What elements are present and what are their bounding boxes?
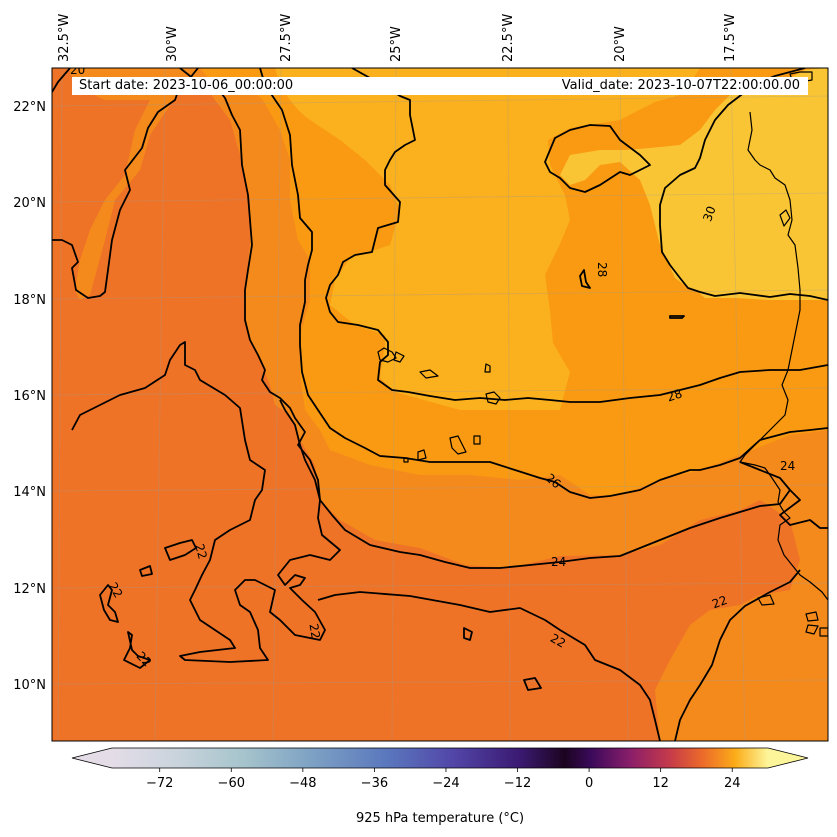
- africa-coast: [739, 111, 828, 601]
- colorbar: −72 −60 −48 −36 −24 −12 0 12 24 925 hPa temperat…: [71, 747, 809, 826]
- lat-label-12n: 12°N: [13, 582, 46, 597]
- contour-24: [179, 68, 791, 569]
- cape-verde-sao-nicolau: [419, 369, 439, 379]
- start-date-label: Start date: 2023-10-06_00:00:00: [79, 78, 294, 93]
- cape-verde-sal: [484, 363, 491, 373]
- contour-26: [259, 68, 828, 499]
- info-box: Start date: 2023-10-06_00:00:00 Valid_da…: [72, 77, 808, 95]
- colorbar-extend-high: [768, 748, 808, 768]
- contour-label-22-e: 22: [548, 631, 568, 651]
- colorbar-outline: [71, 747, 809, 769]
- lat-label-22n: 22°N: [13, 100, 46, 115]
- cape-verde-fogo: [417, 449, 427, 461]
- contour-label-22-b: 22: [106, 580, 126, 600]
- contour-label-28-b: 28: [595, 262, 609, 277]
- gulf-islands: [757, 594, 828, 637]
- contour-label-22-f: 22: [710, 593, 729, 611]
- contour-22-islet-b: [139, 565, 153, 577]
- lon-label-32-5w: 32.5°W: [57, 14, 72, 62]
- colorbar-body: [112, 748, 768, 768]
- contour-28-inner: [544, 124, 651, 193]
- lon-label-17-5w: 17.5°W: [723, 14, 738, 62]
- contour-22-east: [674, 569, 801, 741]
- colorbar-tick-label: 24: [724, 776, 741, 791]
- colorbar-tick-label: 12: [652, 776, 669, 791]
- cape-verde-sao-vicente: [393, 351, 405, 363]
- lon-label-22-5w: 22.5°W: [501, 14, 516, 62]
- colorbar-tick-label: −60: [218, 776, 245, 791]
- colorbar-ticks: −72 −60 −48 −36 −24 −12 0 12 24: [146, 768, 741, 791]
- contour-22-west: [52, 68, 199, 299]
- contour-22-islet-d: [123, 631, 151, 669]
- contour-label-20: 20: [70, 63, 85, 77]
- map-frame: [51, 67, 829, 742]
- graticule: [52, 68, 828, 741]
- contour-label-22-d: 22: [306, 622, 322, 639]
- longitude-labels: 32.5°W 30°W 27.5°W 25°W 22.5°W 20°W 17.5…: [57, 14, 738, 62]
- contour-30-islet: [669, 315, 685, 319]
- contour-label-30: 30: [700, 204, 718, 223]
- contour-label-22-a: 22: [192, 542, 209, 560]
- colorbar-tick-label: 0: [585, 776, 593, 791]
- latitude-labels: 22°N 20°N 18°N 16°N 14°N 12°N 10°N: [13, 100, 46, 693]
- cape-verde-boa-vista: [485, 391, 501, 405]
- lat-label-20n: 20°N: [13, 196, 46, 211]
- lat-label-18n: 18°N: [13, 293, 46, 308]
- lat-label-16n: 16°N: [13, 389, 46, 404]
- colorbar-label: 925 hPa temperature (°C): [356, 811, 524, 826]
- colorbar-tick-label: −48: [289, 776, 316, 791]
- cape-verde-santiago: [449, 435, 467, 455]
- contour-label-24-b: 24: [780, 459, 795, 473]
- colorbar-tick-label: −36: [361, 776, 388, 791]
- lon-label-27-5w: 27.5°W: [279, 14, 294, 62]
- contour-22-islet-c: [99, 584, 119, 623]
- contour-24-east: [739, 461, 828, 529]
- colorbar-tick-label: −24: [432, 776, 459, 791]
- map-panel: 20 22 22 22 22 22 22 24 24 26 28 28 30: [52, 63, 828, 741]
- contour-22-islet-a: [164, 539, 197, 561]
- contour-label-24-a: 24: [551, 555, 566, 569]
- contour-label-28-a: 28: [665, 386, 684, 404]
- colorbar-extend-low: [72, 748, 112, 768]
- lon-label-20w: 20°W: [613, 26, 628, 62]
- contour-22-southeast: [317, 591, 661, 741]
- contour-28-islet: [579, 269, 591, 289]
- contour-22-south: [71, 341, 341, 663]
- lat-label-10n: 10°N: [13, 678, 46, 693]
- cape-verde-brava: [403, 457, 409, 463]
- lon-label-25w: 25°W: [389, 26, 404, 62]
- valid-date-label: Valid_date: 2023-10-07T22:00:00.00: [561, 78, 800, 93]
- contour-22-islet-e: [523, 677, 542, 691]
- temperature-field-28: [275, 68, 700, 410]
- colorbar-tick-label: −12: [504, 776, 531, 791]
- contour-28: [325, 68, 828, 403]
- lat-label-14n: 14°N: [13, 485, 46, 500]
- africa-coast-inlet: [779, 209, 791, 227]
- cape-verde-maio: [473, 435, 481, 445]
- lon-label-30w: 30°W: [165, 26, 180, 62]
- contour-22-islet-f: [463, 627, 473, 641]
- cape-verde-santo-antao: [377, 347, 397, 363]
- colorbar-tick-label: −72: [146, 776, 173, 791]
